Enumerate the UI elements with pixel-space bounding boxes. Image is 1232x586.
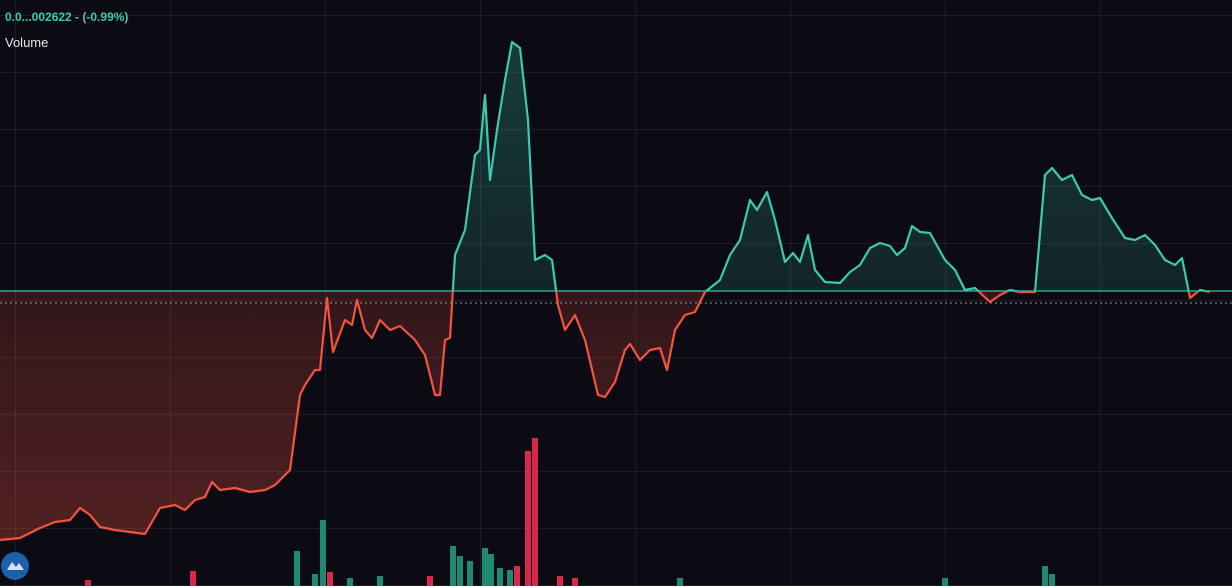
volume-bar [942, 578, 948, 586]
volume-bar [347, 578, 353, 586]
volume-bar [572, 578, 578, 586]
volume-bar [377, 576, 383, 586]
volume-bar [507, 570, 513, 586]
volume-bar [450, 546, 456, 586]
volume-bar [1042, 566, 1048, 586]
volume-label: Volume [5, 35, 49, 50]
volume-bar [532, 438, 538, 586]
volume-bar [85, 580, 91, 586]
price-text: 0.0...002622 - (-0.99%) [5, 10, 129, 24]
area-up [0, 42, 1210, 291]
volume-bar [514, 566, 520, 586]
volume-bar [677, 578, 683, 586]
volume-bar [557, 576, 563, 586]
volume-bar [312, 574, 318, 586]
logo [1, 552, 29, 580]
volume-bar [1049, 574, 1055, 586]
volume-bar [427, 576, 433, 586]
price-line-down [0, 291, 1211, 542]
volume-bar [497, 568, 503, 586]
area-down [0, 291, 1210, 540]
volume-bar [320, 520, 326, 586]
volume-bar [467, 561, 473, 586]
volume-bar [488, 554, 494, 586]
volume-bar [482, 548, 488, 586]
volume-bar [457, 556, 463, 586]
volume-bar [327, 572, 333, 586]
volume-bar [294, 551, 300, 586]
volume-bar [190, 571, 196, 586]
volume-bar [525, 451, 531, 586]
